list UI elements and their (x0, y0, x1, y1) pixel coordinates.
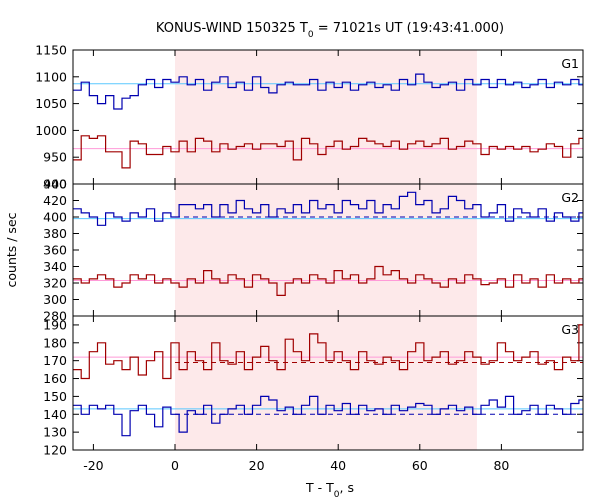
x-tick-label: 60 (412, 458, 428, 473)
y-tick-label: 900 (43, 177, 67, 192)
panel-label: G2 (561, 190, 579, 205)
y-tick-label: 1050 (35, 96, 67, 111)
count-rate-series (73, 135, 583, 169)
chart-title-sub: 0 (308, 30, 314, 40)
count-rate-series (73, 395, 583, 437)
y-tick-label: 380 (43, 226, 67, 241)
shaded-interval (175, 316, 477, 450)
x-tick-label: 80 (493, 458, 509, 473)
count-rate-series (73, 73, 583, 110)
y-tick-label: 180 (43, 335, 67, 350)
panel-g3: 120 130 140 150 160 170 180 190 G3 (43, 315, 584, 458)
y-axis-label: counts / sec (4, 212, 19, 287)
y-tick-label: 280 (43, 309, 67, 324)
x-axis-label-rest: , s (340, 480, 354, 495)
x-tick-label: -20 (83, 458, 103, 473)
y-tick-label: 160 (43, 371, 67, 386)
x-axis-label-sub: 0 (334, 490, 340, 500)
count-rate-series (73, 191, 583, 226)
x-axis-label-main: T - T (305, 480, 334, 495)
x-tick-label: 0 (171, 458, 179, 473)
y-tick-label: 340 (43, 259, 67, 274)
y-tick-label: 1150 (35, 43, 67, 58)
chart-title-main: KONUS-WIND 150325 T (156, 21, 308, 36)
y-tick-label: 1100 (35, 69, 67, 84)
y-tick-label: 120 (43, 443, 67, 458)
y-tick-label: 420 (43, 193, 67, 208)
panel-frame (72, 315, 584, 451)
panel-g1: 900 950 1000 1050 1100 1150 G1 (35, 43, 584, 192)
chart-title-rest: = 71021s UT (19:43:41.000) (314, 21, 504, 36)
y-tick-label: 170 (43, 353, 67, 368)
y-tick-label: 150 (43, 389, 67, 404)
y-tick-label: 360 (43, 243, 67, 258)
y-tick-label: 440 (43, 177, 67, 192)
y-tick-label: 130 (43, 425, 67, 440)
y-tick-label: 300 (43, 292, 67, 307)
y-tick-label: 320 (43, 276, 67, 291)
panel-label: G3 (561, 322, 579, 337)
x-tick-label: 40 (330, 458, 346, 473)
y-tick-label: 190 (43, 317, 67, 332)
y-tick-label: 140 (43, 407, 67, 422)
y-tick-label: 400 (43, 210, 67, 225)
y-tick-label: 1000 (35, 123, 67, 138)
shaded-interval (175, 50, 477, 184)
chart-title: KONUS-WIND 150325 T0 = 71021s UT (19:43:… (156, 21, 504, 40)
panel-label: G1 (561, 56, 579, 71)
x-tick-label: 20 (249, 458, 265, 473)
y-tick-label: 950 (43, 150, 67, 165)
x-axis-label: T - T0, s (305, 480, 354, 500)
count-rate-series (73, 265, 583, 296)
count-rate-series (73, 324, 583, 380)
